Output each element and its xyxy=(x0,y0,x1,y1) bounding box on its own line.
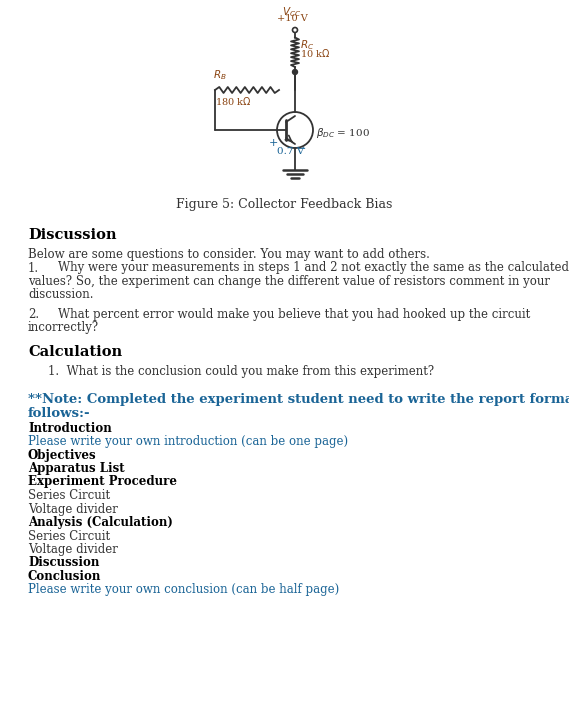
Text: What percent error would make you believe that you had hooked up the circuit: What percent error would make you believ… xyxy=(58,308,530,321)
Text: 1.: 1. xyxy=(28,262,39,274)
Text: 180 k$\Omega$: 180 k$\Omega$ xyxy=(215,95,251,107)
Text: Voltage divider: Voltage divider xyxy=(28,503,118,515)
Text: 2.: 2. xyxy=(28,308,39,321)
Text: +: + xyxy=(269,138,278,148)
Text: Experiment Procedure: Experiment Procedure xyxy=(28,475,177,489)
Text: Series Circuit: Series Circuit xyxy=(28,489,110,502)
Text: follows:-: follows:- xyxy=(28,407,90,420)
Text: Voltage divider: Voltage divider xyxy=(28,543,118,556)
Text: $V_{CC}$: $V_{CC}$ xyxy=(282,5,302,19)
Text: Discussion: Discussion xyxy=(28,557,100,569)
Text: Series Circuit: Series Circuit xyxy=(28,529,110,543)
Text: $\beta_{DC}$ = 100: $\beta_{DC}$ = 100 xyxy=(316,126,370,140)
Text: Analysis (Calculation): Analysis (Calculation) xyxy=(28,516,173,529)
Text: Please write your own conclusion (can be half page): Please write your own conclusion (can be… xyxy=(28,583,339,597)
Text: Figure 5: Collector Feedback Bias: Figure 5: Collector Feedback Bias xyxy=(176,198,392,211)
Text: $-$: $-$ xyxy=(297,143,306,152)
Text: Objectives: Objectives xyxy=(28,449,97,461)
Text: values? So, the experiment can change the different value of resistors comment i: values? So, the experiment can change th… xyxy=(28,275,550,288)
Text: +10 V: +10 V xyxy=(277,14,307,23)
Text: $R_C$: $R_C$ xyxy=(300,38,314,52)
Text: Why were your measurements in steps 1 and 2 not exactly the same as the calculat: Why were your measurements in steps 1 an… xyxy=(58,262,569,274)
Text: **Note: Completed the experiment student need to write the report format as: **Note: Completed the experiment student… xyxy=(28,392,569,406)
Text: Apparatus List: Apparatus List xyxy=(28,462,125,475)
Text: Below are some questions to consider. You may want to add others.: Below are some questions to consider. Yo… xyxy=(28,248,430,261)
Text: Discussion: Discussion xyxy=(28,228,117,242)
Text: Calculation: Calculation xyxy=(28,345,122,359)
Text: Conclusion: Conclusion xyxy=(28,570,101,583)
Text: discussion.: discussion. xyxy=(28,288,93,302)
Circle shape xyxy=(292,70,298,75)
Text: Introduction: Introduction xyxy=(28,422,112,434)
Text: incorrectly?: incorrectly? xyxy=(28,321,99,335)
Text: $R_B$: $R_B$ xyxy=(213,68,226,82)
Text: 10 k$\Omega$: 10 k$\Omega$ xyxy=(300,47,331,59)
Text: Please write your own introduction (can be one page): Please write your own introduction (can … xyxy=(28,435,348,448)
Text: 1.  What is the conclusion could you make from this experiment?: 1. What is the conclusion could you make… xyxy=(48,365,434,378)
Text: 0.7 V: 0.7 V xyxy=(277,147,304,156)
